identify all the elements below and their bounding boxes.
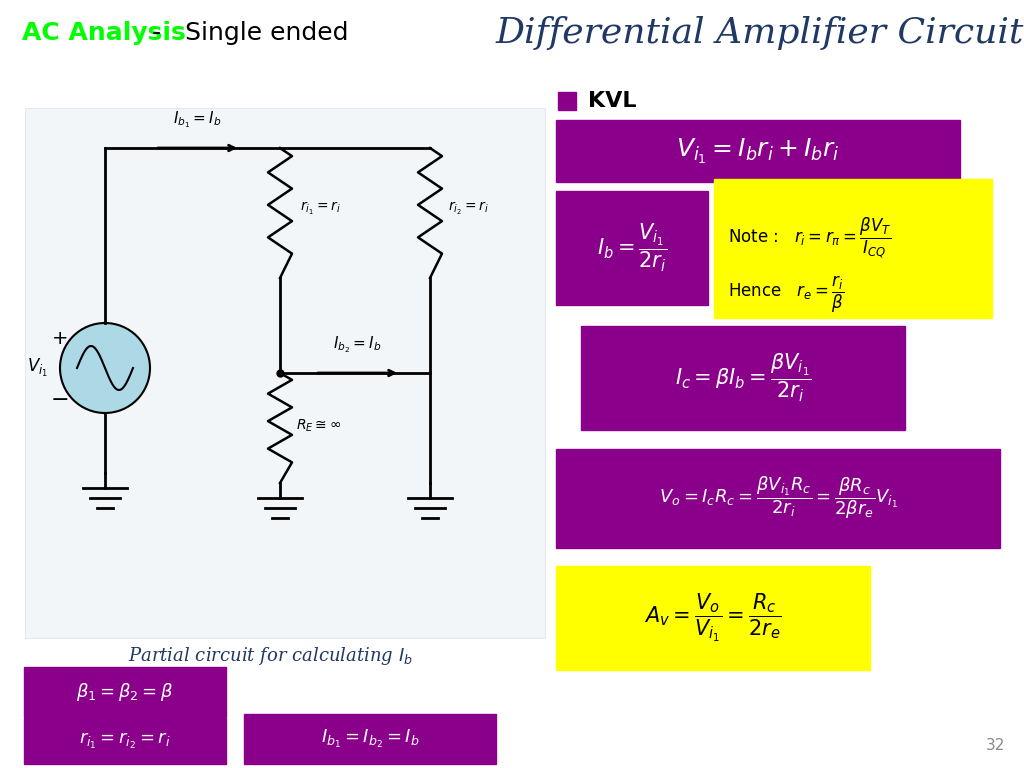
Text: Hence   $r_e = \dfrac{r_i}{\beta}$: Hence $r_e = \dfrac{r_i}{\beta}$ bbox=[728, 273, 844, 315]
Text: $V_o = I_c R_c = \dfrac{\beta V_{i_1} R_c}{2r_i} = \dfrac{\beta R_c}{2\beta r_e}: $V_o = I_c R_c = \dfrac{\beta V_{i_1} R_… bbox=[658, 475, 897, 521]
Text: $\beta_1 = \beta_2 = \beta$: $\beta_1 = \beta_2 = \beta$ bbox=[77, 681, 174, 703]
Text: $I_{b_1} = I_{b_2} = I_b$: $I_{b_1} = I_{b_2} = I_b$ bbox=[321, 728, 419, 750]
Text: KVL: KVL bbox=[588, 91, 637, 111]
Text: $V_{i_1}$: $V_{i_1}$ bbox=[28, 357, 48, 379]
Text: $I_{b_2} = I_b$: $I_{b_2} = I_b$ bbox=[333, 334, 381, 355]
Text: −: − bbox=[50, 390, 70, 410]
Bar bbox=[558, 92, 575, 110]
Text: AC Analysis: AC Analysis bbox=[22, 21, 185, 45]
Text: $r_{i_1} = r_{i_2} = r_i$: $r_{i_1} = r_{i_2} = r_i$ bbox=[79, 731, 171, 751]
FancyBboxPatch shape bbox=[714, 179, 992, 318]
Text: Note :   $r_i = r_{\pi} = \dfrac{\beta V_T}{I_{CQ}}$: Note : $r_i = r_{\pi} = \dfrac{\beta V_T… bbox=[728, 216, 892, 260]
Text: $A_v = \dfrac{V_o}{V_{i_1}} = \dfrac{R_c}{2r_e}$: $A_v = \dfrac{V_o}{V_{i_1}} = \dfrac{R_c… bbox=[644, 592, 782, 644]
Text: Differential Amplifier Circuit: Differential Amplifier Circuit bbox=[496, 16, 1024, 50]
Text: $I_b = \dfrac{V_{i_1}}{2r_i}$: $I_b = \dfrac{V_{i_1}}{2r_i}$ bbox=[597, 222, 667, 274]
Text: $R_E \cong \infty$: $R_E \cong \infty$ bbox=[296, 418, 341, 434]
FancyBboxPatch shape bbox=[24, 718, 226, 764]
Text: -   Single ended: - Single ended bbox=[152, 21, 348, 45]
Circle shape bbox=[60, 323, 150, 413]
Text: $r_{i_1} = r_i$: $r_{i_1} = r_i$ bbox=[300, 200, 341, 217]
Text: Partial circuit for calculating $I_b$: Partial circuit for calculating $I_b$ bbox=[128, 645, 413, 667]
Text: $r_{i_2} = r_i$: $r_{i_2} = r_i$ bbox=[449, 200, 488, 217]
FancyBboxPatch shape bbox=[556, 449, 1000, 548]
Text: $V_{i_1} = I_b r_i + I_b r_i$: $V_{i_1} = I_b r_i + I_b r_i$ bbox=[676, 137, 840, 166]
FancyBboxPatch shape bbox=[244, 714, 496, 764]
FancyBboxPatch shape bbox=[556, 120, 961, 182]
Bar bbox=[25, 108, 545, 638]
Text: $I_{b_1} = I_b$: $I_{b_1} = I_b$ bbox=[173, 109, 221, 130]
FancyBboxPatch shape bbox=[24, 667, 226, 717]
FancyBboxPatch shape bbox=[556, 566, 870, 670]
FancyBboxPatch shape bbox=[556, 191, 708, 305]
Text: +: + bbox=[52, 329, 69, 347]
Text: $I_c = \beta I_b = \dfrac{\beta V_{i_1}}{2r_i}$: $I_c = \beta I_b = \dfrac{\beta V_{i_1}}… bbox=[675, 352, 811, 404]
Text: 32: 32 bbox=[986, 738, 1005, 753]
FancyBboxPatch shape bbox=[581, 326, 905, 430]
